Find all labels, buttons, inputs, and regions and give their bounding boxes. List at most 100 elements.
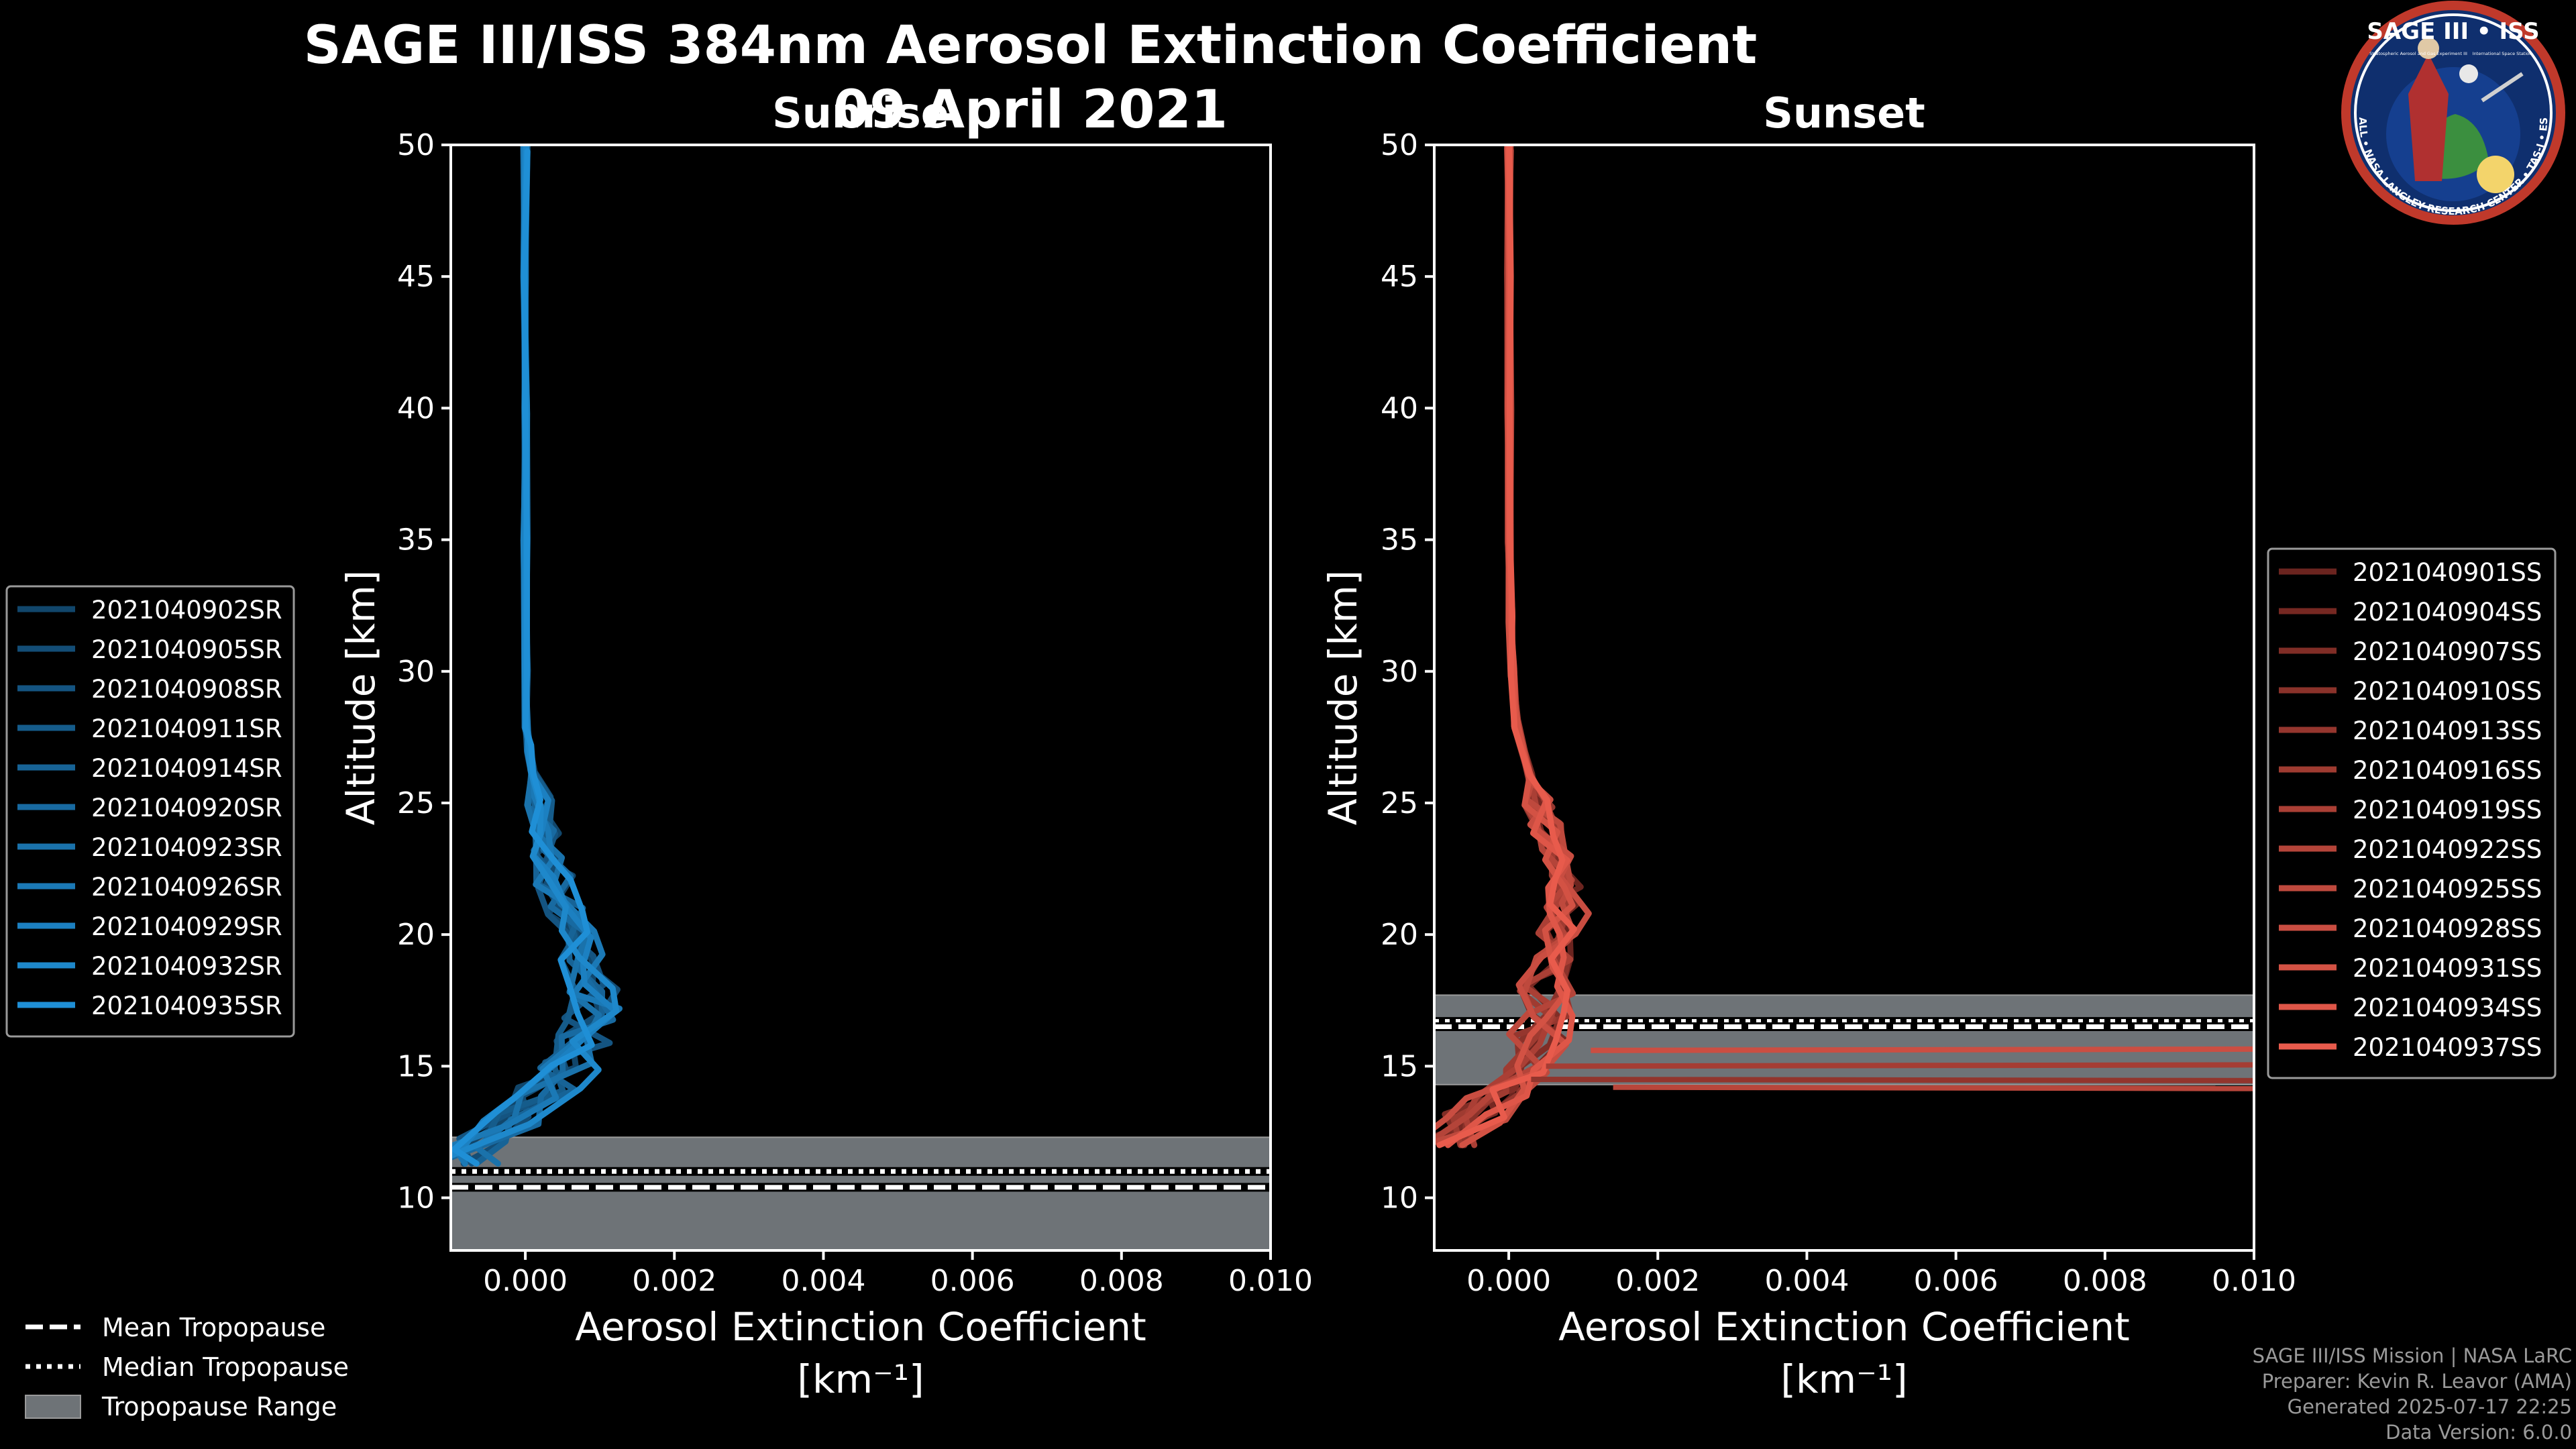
sunset-legend-entry: 2021040913SS [2353, 716, 2542, 745]
tropopause-range-label: Tropopause Range [101, 1392, 337, 1421]
sunset-ytick-label: 25 [1381, 786, 1418, 820]
sunrise-ytick-label: 45 [397, 260, 435, 294]
sunset-x-axis-label: Aerosol Extinction Coefficient [1558, 1304, 2130, 1350]
sunset-xtick-label: 0.002 [1615, 1264, 1700, 1298]
sunrise-legend-entry: 2021040929SR [91, 912, 282, 941]
mean-tropopause-label: Mean Tropopause [102, 1313, 325, 1342]
sunset-legend-entry: 2021040919SS [2353, 796, 2542, 824]
sunset-xtick-label: 0.004 [1764, 1264, 1849, 1298]
sunset-x-axis-units: [km⁻¹] [1780, 1356, 1907, 1402]
sunset-ytick-label: 35 [1381, 523, 1418, 557]
credits-generated: Generated 2025-07-17 22:25 [2287, 1395, 2572, 1418]
sunset-ytick-label: 20 [1381, 918, 1418, 952]
sunrise-ytick-label: 15 [397, 1049, 435, 1083]
sunrise-y-axis: 10 15 20 25 30 35 40 45 50 [397, 128, 451, 1216]
credits-preparer: Preparer: Kevin R. Leavor (AMA) [2261, 1370, 2572, 1393]
sunrise-ytick-label: 10 [397, 1181, 435, 1216]
sunset-spike-1 [1546, 1062, 2254, 1069]
sunset-ytick-label: 10 [1381, 1181, 1418, 1216]
sunset-spike-0 [1531, 1076, 2254, 1083]
figure-date: 09 April 2021 [833, 80, 1228, 140]
sunrise-xtick-label: 0.006 [930, 1264, 1015, 1298]
sunset-legend-entry: 2021040916SS [2353, 756, 2542, 785]
sunrise-x-axis-label: Aerosol Extinction Coefficient [575, 1304, 1146, 1350]
sunset-y-axis-label: Altitude [km] [1320, 570, 1366, 825]
sunrise-series-2021040923SR [473, 145, 602, 1167]
median-tropopause-label: Median Tropopause [102, 1352, 349, 1382]
tropopause-legend: Mean Tropopause Median Tropopause Tropop… [25, 1313, 349, 1421]
sunset-series-lines [1434, 145, 2254, 1148]
sunset-legend-entry: 2021040922SS [2353, 835, 2542, 864]
sunrise-legend-entry: 2021040932SR [91, 952, 282, 981]
figure-title: SAGE III/ISS 384nm Aerosol Extinction Co… [304, 15, 1758, 76]
sunrise-xtick-label: 0.000 [483, 1264, 568, 1298]
credits-mission: SAGE III/ISS Mission | NASA LaRC [2252, 1344, 2572, 1367]
sunset-legend: 2021040901SS 2021040904SS 2021040907SS 2021… [2267, 547, 2557, 1079]
logo-caption-left: Stratospheric Aerosol and Gas Experiment… [2369, 51, 2467, 56]
sunrise-legend-entry: 2021040905SR [91, 635, 282, 664]
sunrise-plot-frame [449, 144, 1272, 1252]
sunrise-legend-entry: 2021040914SR [91, 754, 282, 783]
sunset-legend-entry: 2021040937SS [2353, 1033, 2542, 1062]
sunrise-legend-entry: 2021040920SR [91, 794, 282, 822]
sunset-xtick-label: 0.008 [2063, 1264, 2147, 1298]
sunset-xtick-label: 0.010 [2212, 1264, 2296, 1298]
sunrise-legend-entry: 2021040923SR [91, 833, 282, 862]
sunrise-xtick-label: 0.004 [781, 1264, 865, 1298]
sunrise-ytick-label: 20 [397, 918, 435, 952]
sunset-legend-entry: 2021040901SS [2353, 558, 2542, 587]
logo-top-text: SAGE III • ISS [2367, 18, 2539, 45]
sunrise-y-axis-label: Altitude [km] [338, 570, 384, 825]
sunrise-legend-entry: 2021040911SR [91, 714, 282, 743]
sunset-legend-entry: 2021040925SS [2353, 875, 2542, 904]
sunrise-ytick-label: 35 [397, 523, 435, 557]
sunrise-legend-entry: 2021040935SR [91, 991, 282, 1020]
sunset-xtick-label: 0.006 [1914, 1264, 1998, 1298]
sunrise-ytick-label: 25 [397, 786, 435, 820]
logo-caption-right: International Space Station [2473, 51, 2532, 56]
sunrise-legend-frame [5, 585, 295, 1038]
sunset-plot-frame [1433, 144, 2255, 1252]
credits: SAGE III/ISS Mission | NASA LaRC Prepare… [2253, 1343, 2572, 1445]
sunset-ytick-label: 30 [1381, 655, 1418, 689]
sunrise-legend-entry: 2021040926SR [91, 873, 282, 902]
sunrise-legend-entry: 2021040908SR [91, 675, 282, 704]
sunset-series-2021040937SS [1436, 145, 1577, 1148]
sunrise-legend-entry: 2021040902SR [91, 596, 282, 625]
sunset-legend-entry: 2021040907SS [2353, 637, 2542, 666]
sunrise-ytick-label: 30 [397, 655, 435, 689]
sunrise-tropopause-range-band [450, 1136, 1271, 1252]
sunset-legend-entry: 2021040928SS [2353, 914, 2542, 943]
sunset-y-axis: 10 15 20 25 30 35 40 45 50 [1381, 128, 1434, 1216]
sunrise-series-2021040902SR [458, 145, 605, 1167]
sunset-ytick-label: 15 [1381, 1049, 1418, 1083]
sunrise-tropopause-lines [451, 1167, 1271, 1192]
sunset-xtick-label: 0.000 [1466, 1264, 1551, 1298]
sunrise-series-2021040911SR [451, 145, 578, 1159]
sunrise-ytick-label: 50 [397, 128, 435, 162]
sunrise-panel-title: Sunrise [772, 89, 949, 138]
sunrise-tropopause-range [450, 1136, 1271, 1252]
sunset-panel-title: Sunset [1763, 89, 1925, 138]
sunrise-series-2021040914SR [473, 148, 606, 1167]
sunset-ytick-label: 45 [1381, 260, 1418, 294]
sunrise-legend: 2021040902SR 2021040905SR 2021040908SR 2021… [5, 585, 295, 1038]
sunset-legend-entry: 2021040910SS [2353, 677, 2542, 706]
sunrise-xtick-label: 0.008 [1079, 1264, 1164, 1298]
sunrise-series-lines [451, 145, 623, 1167]
sunset-legend-frame [2267, 547, 2557, 1079]
tropopause-range-swatch [25, 1395, 81, 1419]
sunset-legend-entry: 2021040934SS [2353, 994, 2542, 1022]
sunrise-series-2021040908SR [456, 145, 613, 1167]
sunset-ytick-label: 50 [1381, 128, 1418, 162]
sunset-legend-entry: 2021040931SS [2353, 954, 2542, 983]
sunset-legend-entry: 2021040904SS [2353, 598, 2542, 627]
sunset-x-axis: 0.000 0.002 0.004 0.006 0.008 0.010 [1466, 1250, 2296, 1298]
sunrise-x-axis: 0.000 0.002 0.004 0.006 0.008 0.010 [483, 1250, 1313, 1298]
sunset-spike-2 [1613, 1084, 2254, 1091]
sunrise-xtick-label: 0.002 [632, 1264, 716, 1298]
sunset-ytick-label: 40 [1381, 391, 1418, 425]
sunrise-x-axis-units: [km⁻¹] [797, 1356, 924, 1402]
